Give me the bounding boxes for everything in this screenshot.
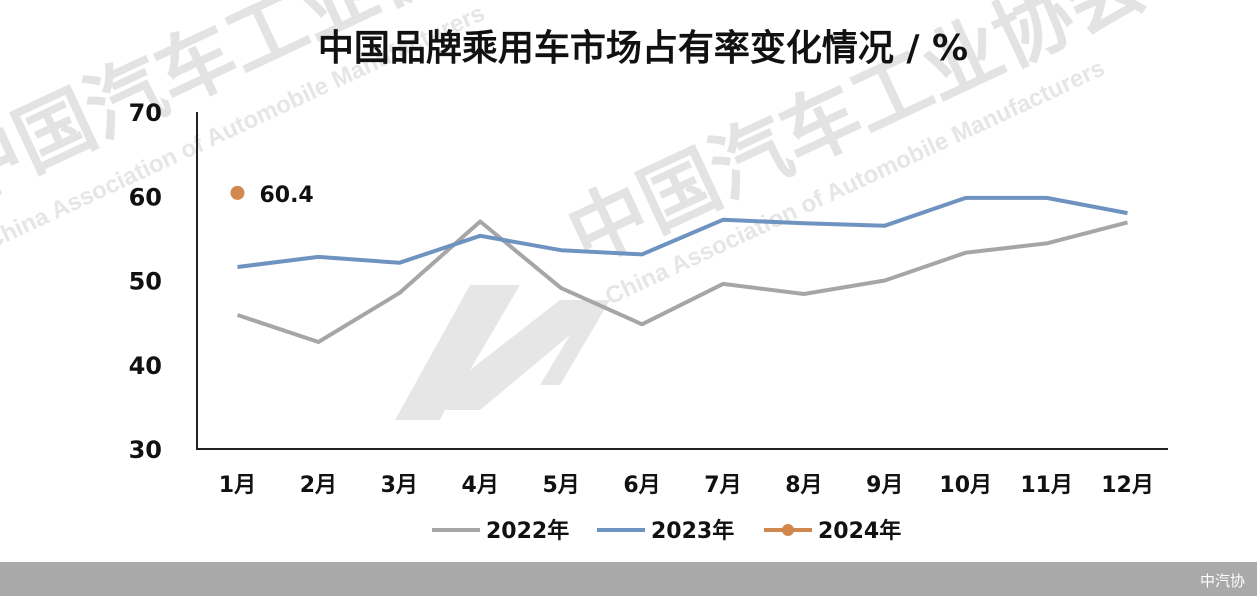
legend-marker-2 bbox=[782, 524, 794, 536]
legend-label-1: 2023年 bbox=[651, 518, 734, 544]
line-chart: 中国汽车工业协会 China Association of Automobile… bbox=[0, 0, 1168, 544]
series-layer: 60.4 bbox=[230, 183, 1129, 344]
x-axis-ticks: 1月 2月 3月 4月 5月 6月 7月 8月 9月 10月 11月 12月 bbox=[219, 473, 1154, 498]
y-tick-label: 40 bbox=[129, 352, 162, 380]
footer-text: 中汽协 bbox=[1199, 572, 1245, 590]
x-tick-label: 7月 bbox=[704, 473, 741, 498]
x-tick-label: 9月 bbox=[866, 473, 903, 498]
data-label: 60.4 bbox=[259, 183, 313, 208]
x-tick-label: 6月 bbox=[623, 473, 660, 498]
footer-bar: 中汽协 bbox=[0, 562, 1257, 596]
legend-label-0: 2022年 bbox=[486, 518, 569, 544]
x-tick-label: 8月 bbox=[785, 473, 822, 498]
y-tick-label: 60 bbox=[129, 183, 162, 211]
x-tick-label: 10月 bbox=[939, 473, 992, 498]
series-line-1 bbox=[237, 195, 1128, 269]
x-tick-label: 3月 bbox=[381, 473, 418, 498]
x-tick-label: 11月 bbox=[1020, 473, 1073, 498]
x-tick-label: 12月 bbox=[1101, 473, 1154, 498]
series-line-0 bbox=[236, 219, 1129, 344]
legend-label-2: 2024年 bbox=[818, 518, 901, 544]
y-axis-ticks: 30 40 50 60 70 bbox=[129, 99, 162, 464]
y-tick-label: 30 bbox=[129, 436, 162, 464]
data-point bbox=[230, 185, 245, 200]
x-tick-label: 4月 bbox=[462, 473, 499, 498]
x-tick-label: 1月 bbox=[219, 473, 256, 498]
x-tick-label: 2月 bbox=[300, 473, 337, 498]
y-tick-label: 50 bbox=[129, 268, 162, 296]
legend: 2022年 2023年 2024年 bbox=[432, 518, 901, 544]
watermark-logo bbox=[395, 285, 610, 420]
y-tick-label: 70 bbox=[129, 99, 162, 127]
x-tick-label: 5月 bbox=[542, 473, 579, 498]
chart-title: 中国品牌乘用车市场占有率变化情况 / % bbox=[318, 27, 968, 69]
